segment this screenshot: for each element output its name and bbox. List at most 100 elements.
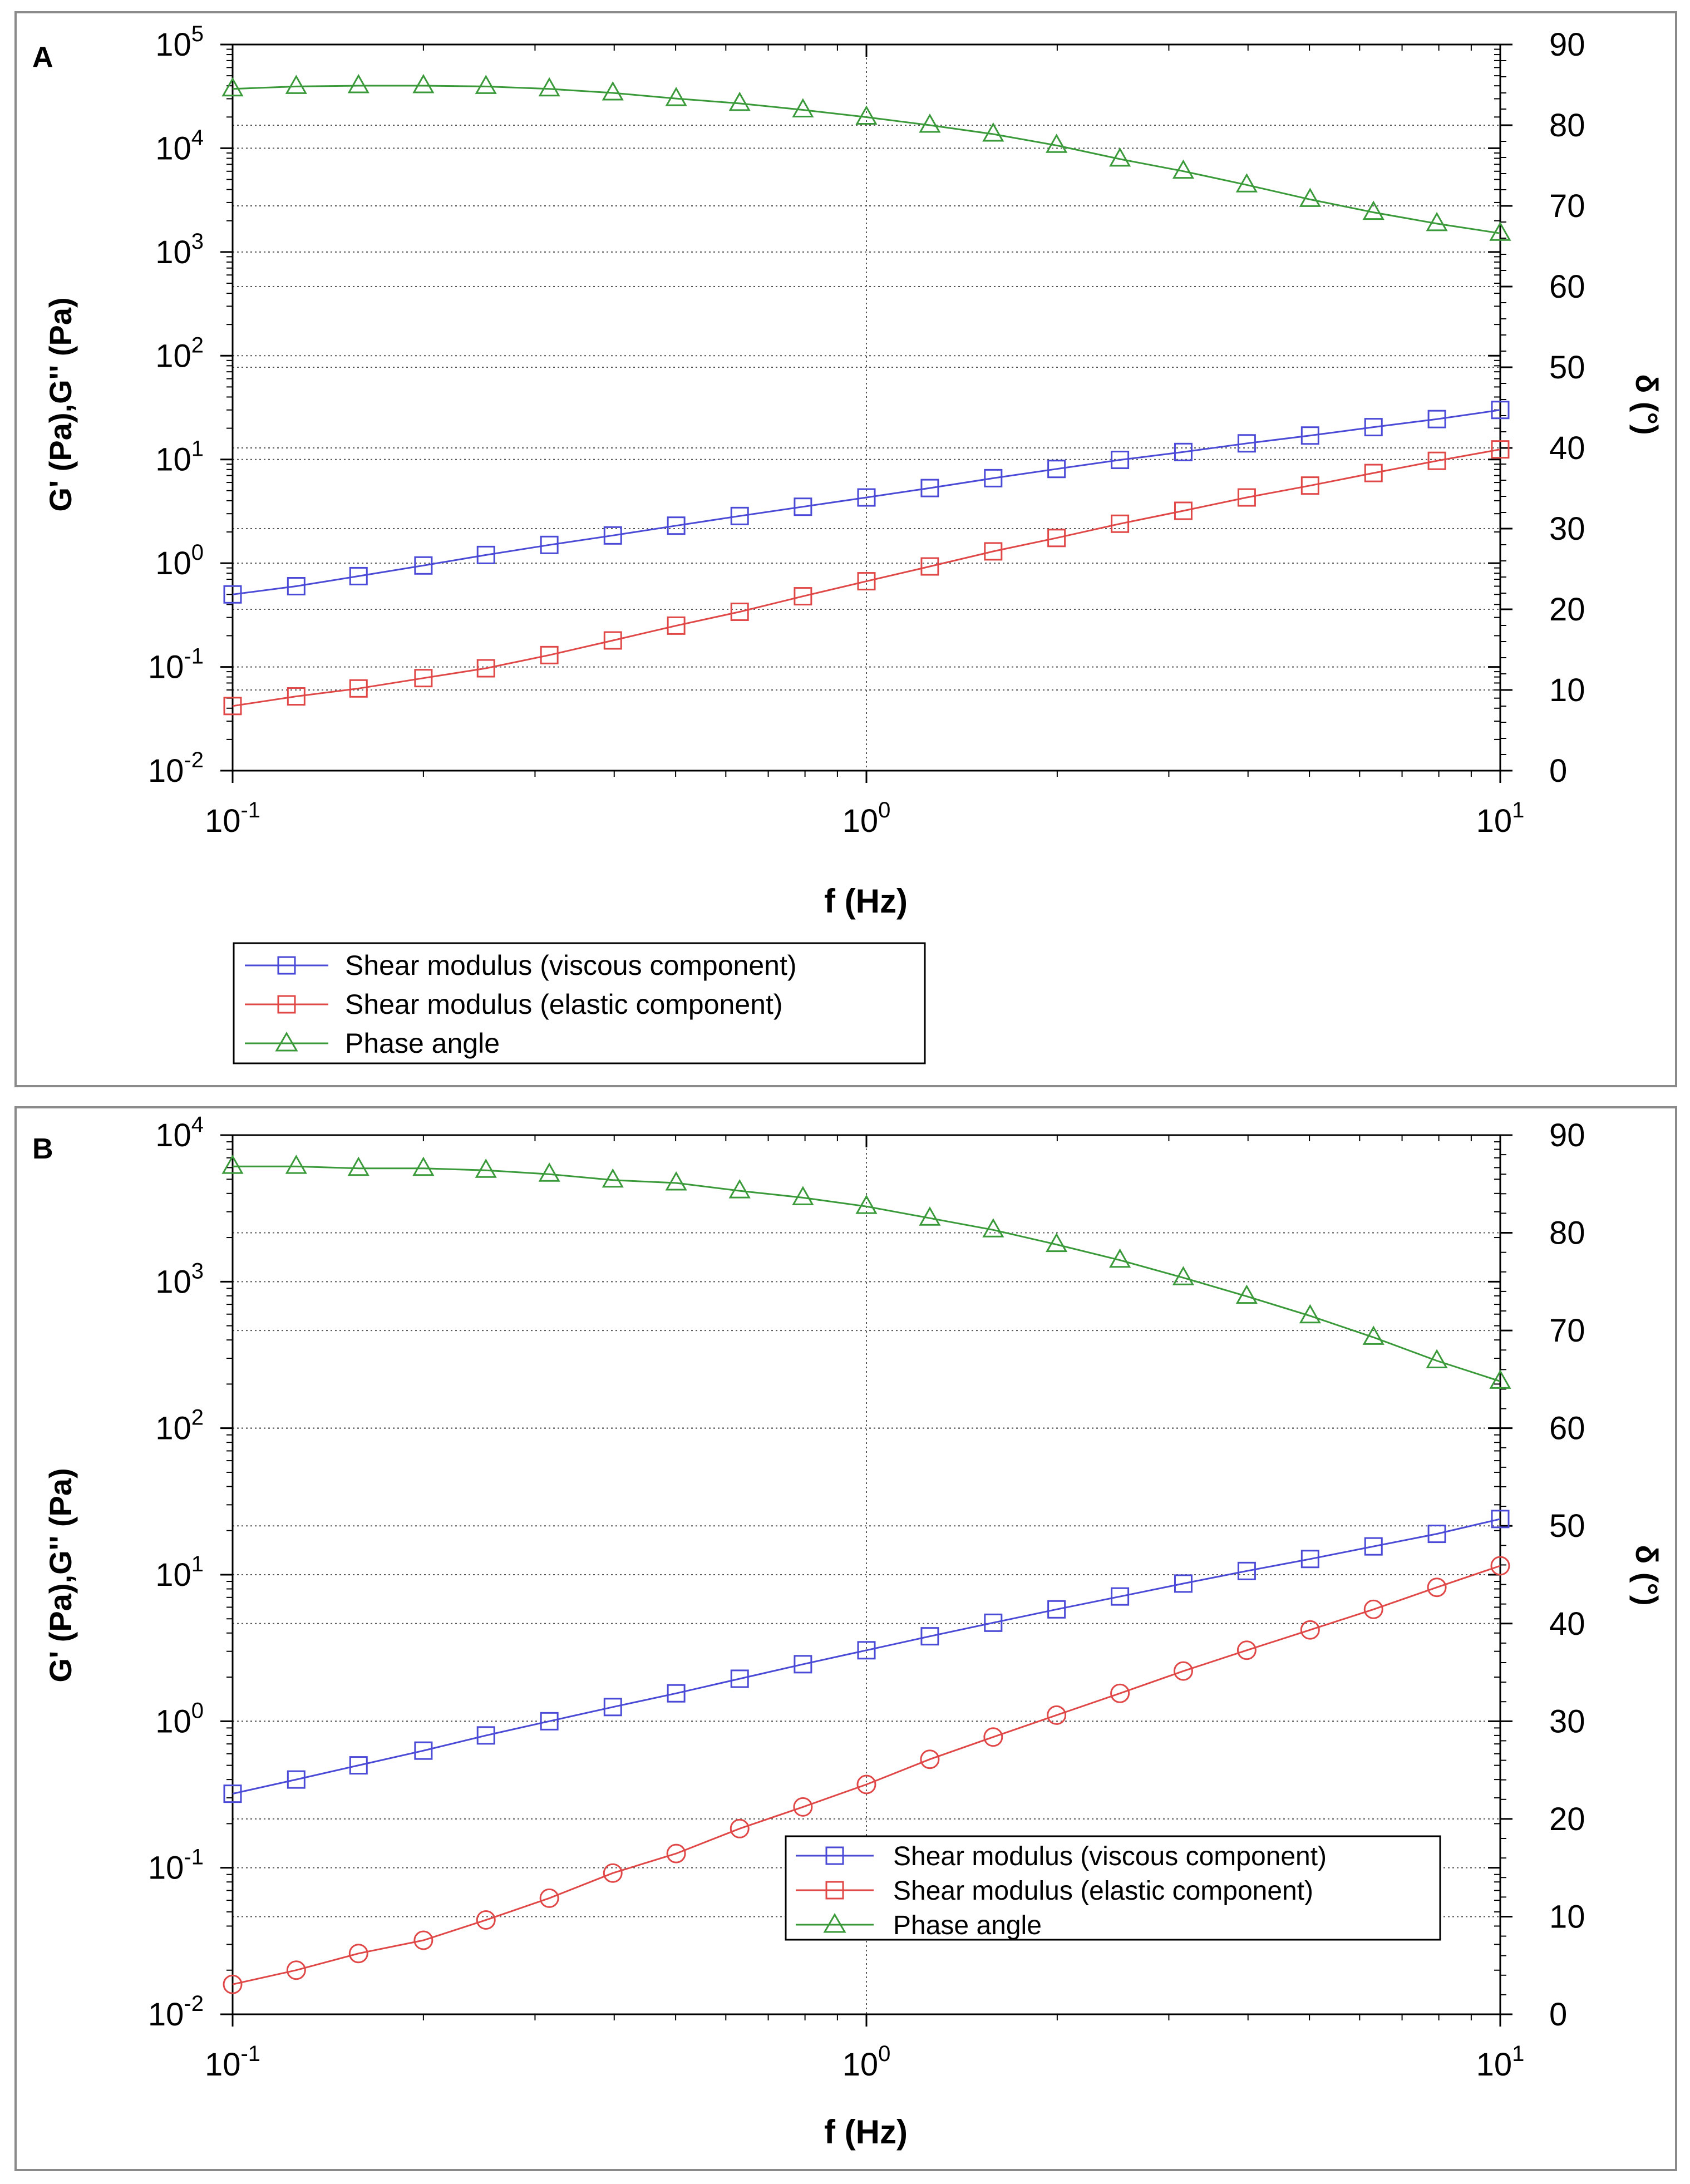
y-tick-label: 100 [155,1698,204,1739]
data-point [1427,1577,1447,1598]
data-point [223,697,242,716]
data-point [794,587,812,606]
data-point [1427,410,1446,428]
data-point [667,516,686,535]
legend-marker-viscous [825,1846,844,1865]
y2-tick-label: 50 [1549,1508,1585,1544]
x-axis-label: f (Hz) [824,883,908,920]
data-point [223,1974,243,1994]
data-point [414,669,433,688]
data-point [1299,1304,1321,1324]
y2-tick-label: 60 [1549,1411,1585,1447]
y-tick-label: 102 [155,1406,204,1447]
data-point [1426,211,1448,231]
x-tick-label: 100 [842,2042,891,2083]
data-point [349,679,368,698]
panel-frame [14,11,1677,1087]
data-point [476,1910,496,1930]
y-axis-label-right: δ (°) [1629,374,1664,435]
data-point [1235,1284,1258,1304]
y-tick-label: 10-2 [148,1991,204,2033]
data-point [857,1641,876,1660]
x-tick-label: 100 [842,798,891,839]
legend-label-viscous: Shear modulus (viscous component) [345,950,797,981]
y-tick-label: 101 [155,1552,204,1593]
data-point [348,1944,368,1964]
data-point [1300,1620,1320,1640]
data-point [855,1195,878,1214]
data-point [982,1218,1004,1238]
data-point [982,122,1004,142]
y-axis-label-right: δ (°) [1629,1545,1664,1605]
x-tick-label: 101 [1476,798,1525,839]
legend-box [785,1835,1441,1941]
data-point [1047,460,1066,479]
data-point [1362,200,1384,220]
data-point [603,526,622,545]
data-point [475,75,497,94]
data-point [1300,1550,1319,1569]
y2-tick-label: 0 [1549,1996,1567,2033]
data-point [412,73,435,93]
data-point [414,556,433,575]
y-tick-label: 103 [155,229,204,270]
data-point [540,535,559,554]
legend-label-elastic: Shear modulus (elastic component) [893,1876,1313,1906]
data-point [1300,476,1319,495]
data-point [287,577,306,596]
data-point [285,1155,307,1174]
data-point [1489,1369,1511,1389]
data-point [602,1168,624,1188]
data-point [1364,464,1383,482]
data-point [1046,1232,1068,1253]
y-tick-label: 10-1 [148,644,204,686]
data-point [1046,134,1068,153]
data-point [539,1888,559,1908]
data-point [1047,529,1066,548]
data-point [920,557,939,576]
data-point [1235,173,1258,193]
data-point [665,87,687,106]
data-point [1237,434,1256,453]
data-point [920,479,939,497]
data-point [412,1156,435,1176]
data-point [347,73,369,93]
data-point [223,585,242,604]
legend-marker-phase [823,1913,846,1933]
y2-tick-label: 40 [1549,1606,1585,1642]
data-point [603,1863,623,1883]
y2-tick-label: 90 [1549,27,1585,63]
data-point [476,1726,495,1745]
data-point [602,81,624,101]
data-point [1111,514,1130,533]
data-point [287,1770,306,1789]
y-tick-label: 102 [155,333,204,374]
y2-tick-label: 0 [1549,753,1567,789]
y2-tick-label: 30 [1549,511,1585,547]
data-point [1111,451,1130,470]
legend-marker-phase [275,1032,298,1052]
y-tick-label: 101 [155,437,204,478]
x-tick-label: 10-1 [205,798,260,839]
y2-tick-label: 10 [1549,672,1585,708]
data-point [1237,488,1256,507]
data-point [730,1669,749,1688]
y2-tick-label: 70 [1549,1313,1585,1349]
data-point [857,572,876,591]
plot-frame [231,43,1501,772]
panel-letter: A [32,41,53,73]
data-point [1047,1705,1067,1725]
data-point [1110,1683,1130,1703]
data-point [1174,442,1193,461]
data-point [349,566,368,585]
data-point [1047,1600,1066,1619]
data-point [221,77,244,97]
data-point [1364,1537,1383,1556]
data-point [730,506,749,525]
data-point [603,631,622,650]
y2-tick-label: 20 [1549,1801,1585,1837]
data-point [919,1206,941,1226]
data-point [476,659,495,678]
data-point [603,1698,622,1717]
